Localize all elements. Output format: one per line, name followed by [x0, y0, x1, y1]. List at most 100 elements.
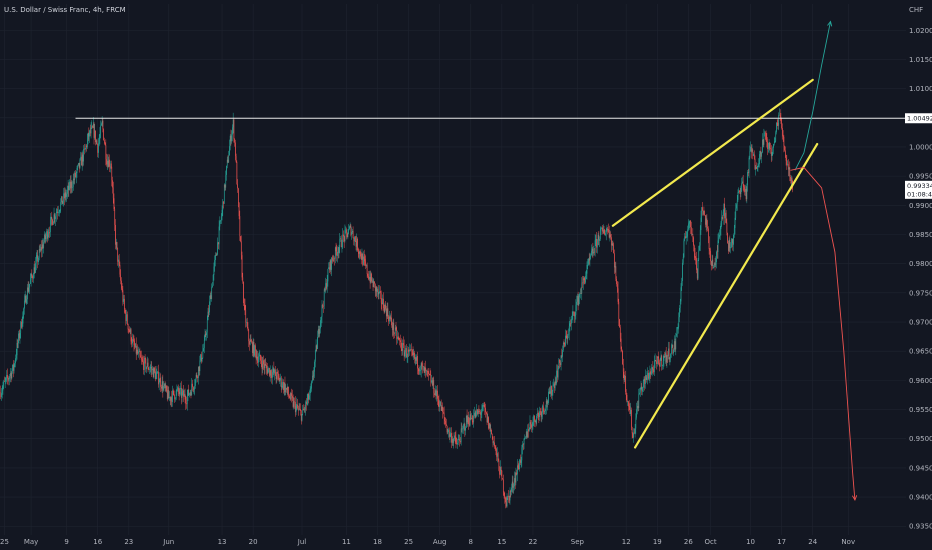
- candle-body: [625, 391, 627, 395]
- candle-body: [55, 212, 57, 217]
- candle-body: [241, 255, 243, 278]
- candle-body: [559, 359, 560, 363]
- candle-body: [705, 215, 706, 225]
- candle-body: [751, 149, 753, 152]
- candle-body: [331, 257, 332, 270]
- candle-body: [229, 135, 231, 147]
- candle-body: [575, 304, 577, 315]
- candle-body: [237, 184, 238, 189]
- candle-body: [169, 396, 170, 399]
- candle-body: [733, 234, 734, 245]
- candle-body: [719, 228, 721, 235]
- candle-body: [614, 253, 615, 268]
- candle-body: [447, 432, 449, 433]
- candle-body: [556, 370, 557, 384]
- candle-body: [191, 383, 193, 396]
- candle-body: [121, 280, 122, 289]
- candle-body: [485, 408, 486, 413]
- candle-body: [750, 146, 752, 152]
- candle-body: [762, 139, 764, 145]
- candle-body: [174, 394, 176, 400]
- candle-body: [731, 238, 733, 243]
- bar-countdown-label: 01:08:45: [907, 190, 932, 198]
- candle-body: [286, 387, 287, 390]
- candle-body: [243, 303, 245, 305]
- time-axis[interactable]: 25 May 9 16 23 Jun 13 20 Jul 11 18 25 Aug 8 15 22 Sep 12 1…: [0, 538, 855, 546]
- candle-body: [7, 378, 9, 380]
- candle-body: [381, 302, 383, 304]
- candle-body: [366, 264, 368, 275]
- candle-body: [146, 362, 148, 367]
- candle-body: [82, 154, 84, 162]
- candle-body: [249, 339, 251, 345]
- candle-body: [698, 250, 700, 260]
- candle-body: [617, 288, 619, 302]
- candle-body: [10, 373, 12, 379]
- candle-body: [229, 146, 230, 156]
- time-tick-label: Nov: [841, 538, 855, 546]
- candle-body: [195, 379, 196, 386]
- candle-body: [646, 377, 648, 380]
- candle-body: [479, 411, 480, 412]
- candle-body: [112, 187, 114, 199]
- candle-body: [688, 223, 689, 230]
- candle-body: [428, 371, 429, 374]
- candle-body: [477, 409, 478, 415]
- candle-body: [631, 409, 632, 428]
- candle-body: [572, 311, 574, 317]
- candle-body: [788, 167, 790, 170]
- candle-body: [193, 389, 195, 390]
- candle-body: [309, 395, 310, 400]
- candle-body: [530, 422, 532, 425]
- candle-body: [651, 370, 652, 375]
- candle-body: [737, 192, 739, 200]
- candle-body: [360, 251, 361, 257]
- candle-body: [27, 287, 28, 300]
- candle-body: [58, 212, 59, 213]
- candle-body: [463, 424, 465, 426]
- candle-body: [702, 210, 704, 212]
- candle-body: [710, 251, 711, 262]
- candle-body: [517, 465, 518, 475]
- candle-body: [770, 148, 772, 156]
- candle-body: [568, 334, 569, 336]
- price-axis[interactable]: 1.020001.015001.010001.005001.000000.995…: [909, 27, 932, 531]
- candle-body: [506, 497, 508, 507]
- time-tick-label: 18: [373, 538, 382, 546]
- candle-body: [156, 372, 158, 374]
- candle-body: [228, 155, 230, 163]
- candle-body: [458, 439, 460, 440]
- candle-body: [591, 248, 593, 251]
- candle-body: [574, 314, 576, 317]
- candle-body: [449, 434, 451, 437]
- candle-body: [586, 264, 588, 274]
- candle-body: [734, 217, 736, 229]
- candle-body: [488, 417, 489, 429]
- candle-body: [198, 366, 200, 372]
- candle-body: [216, 253, 218, 256]
- candle-body: [671, 347, 672, 355]
- candle-body: [599, 239, 600, 241]
- candle-body: [212, 274, 214, 286]
- candle-body: [257, 356, 258, 363]
- candle-body: [114, 209, 116, 225]
- candle-body: [699, 230, 701, 246]
- candle-body: [741, 183, 743, 187]
- candle-body: [408, 349, 409, 352]
- candle-body: [295, 406, 297, 413]
- candle-body: [163, 384, 165, 387]
- candle-body: [477, 410, 479, 415]
- candle-body: [401, 348, 403, 352]
- candle-body: [761, 152, 763, 157]
- candle-body: [513, 486, 515, 488]
- candle-body: [633, 432, 635, 434]
- resistance-price-label: 1.00492: [907, 115, 932, 123]
- candle-body: [24, 296, 26, 301]
- candle-body: [539, 411, 541, 412]
- candle-body: [767, 141, 768, 149]
- candle-body: [486, 412, 488, 423]
- price-tick-label: 0.93500: [909, 523, 932, 531]
